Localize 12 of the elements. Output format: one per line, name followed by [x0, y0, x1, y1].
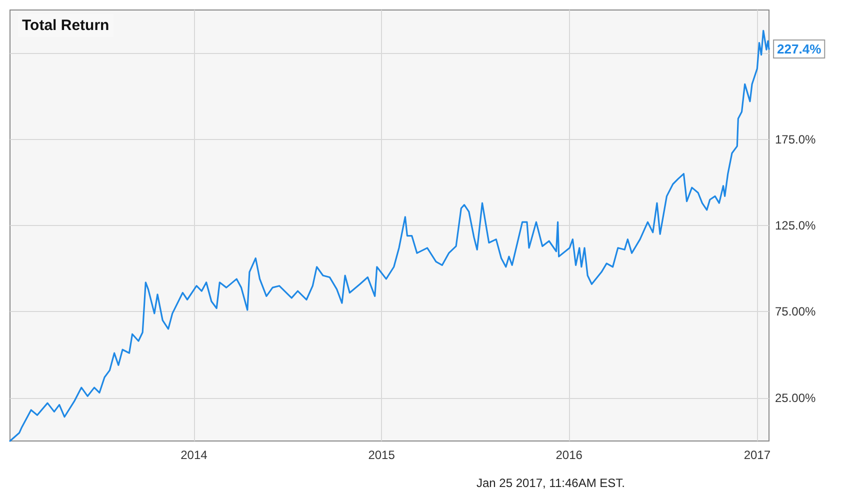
text: Total Return	[22, 17, 110, 34]
y-tick-label: 75.00%	[775, 304, 816, 319]
y-tick-label: 125.0%	[775, 218, 816, 232]
text: Jan 25 2017, 11:46AM EST.	[476, 476, 626, 490]
y-tick-label: 25.00%	[775, 390, 816, 405]
x-tick-label: 2016	[556, 448, 583, 462]
x-tick-label: 2015	[368, 448, 396, 462]
y-tick-label: 175.0%	[775, 132, 816, 146]
x-tick-label: 2014	[180, 448, 208, 462]
x-tick-label: 2017	[744, 448, 771, 462]
line-series	[9, 30, 770, 442]
data-label: 227.4%	[777, 41, 822, 56]
